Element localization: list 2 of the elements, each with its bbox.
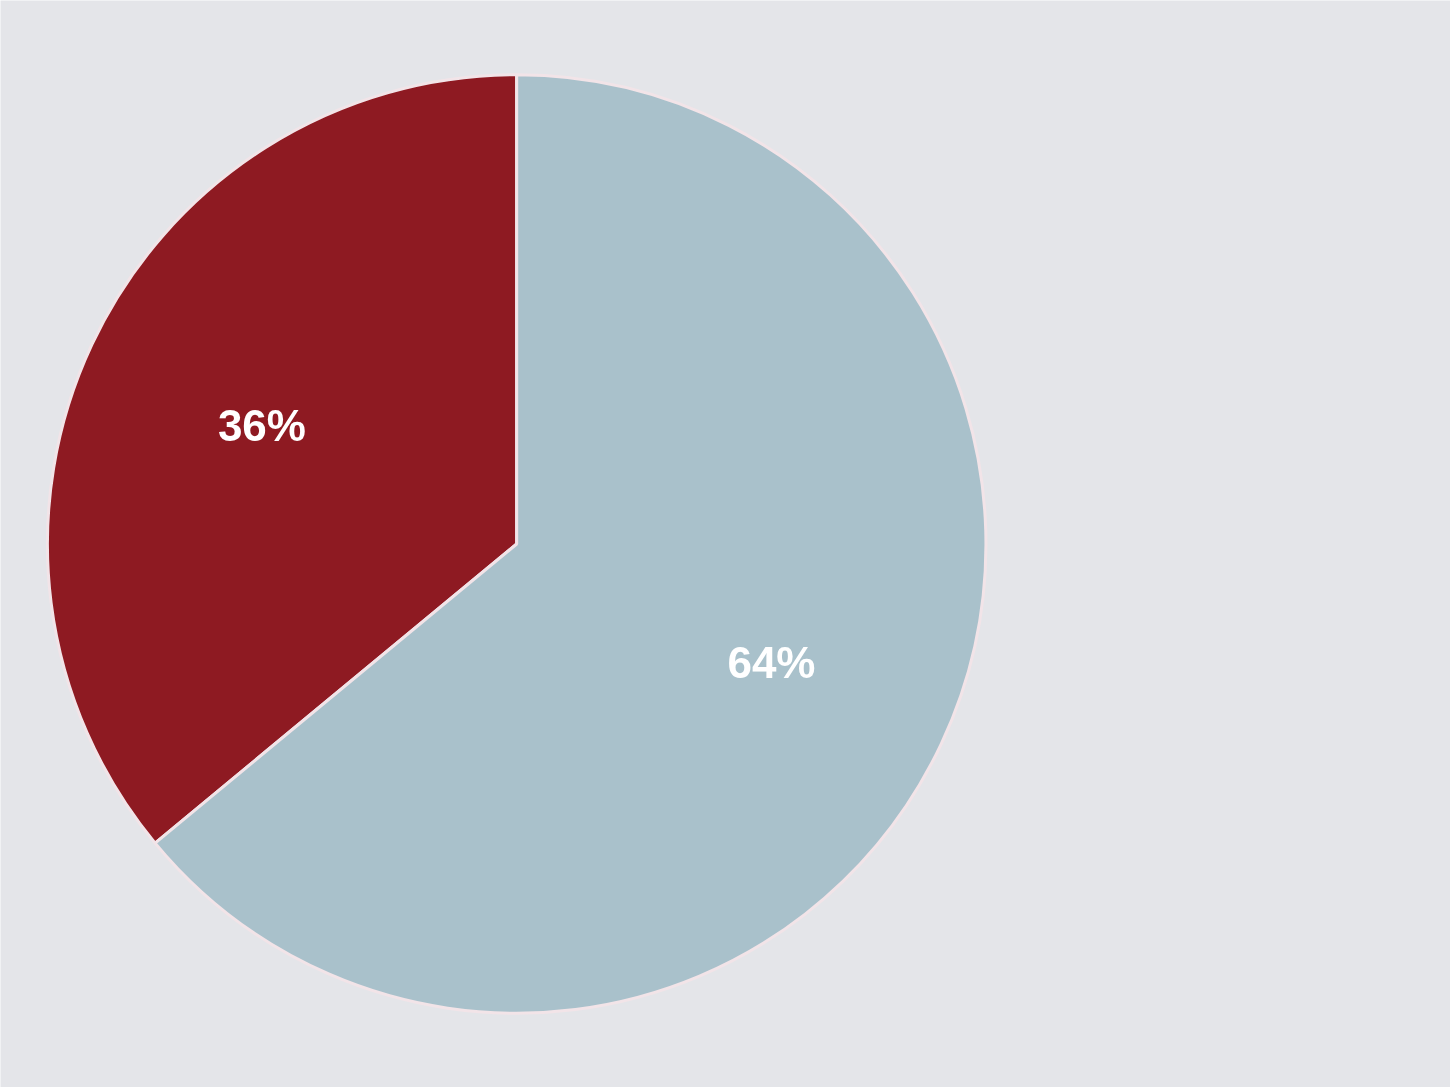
data-label: 64% [727,638,816,688]
data-label: 36% [217,400,306,450]
